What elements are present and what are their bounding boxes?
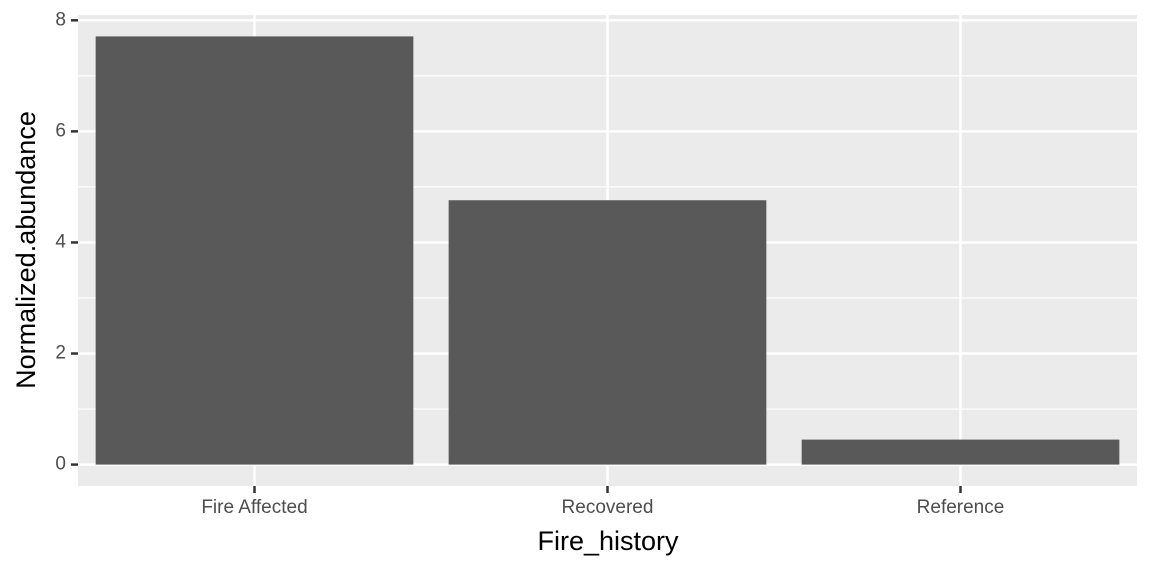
y-tick-label: 8 xyxy=(55,9,66,30)
bar xyxy=(448,200,767,465)
x-tick-label: Fire Affected xyxy=(201,497,307,518)
x-axis-title: Fire_history xyxy=(537,526,679,556)
y-tick-label: 6 xyxy=(55,120,66,141)
y-tick-label: 4 xyxy=(55,231,66,252)
bar xyxy=(801,439,1120,465)
x-tick-label: Recovered xyxy=(562,497,654,518)
x-tick-label: Reference xyxy=(917,497,1005,518)
y-axis-title: Normalized.abundance xyxy=(11,111,41,389)
y-tick-label: 2 xyxy=(55,343,66,364)
y-tick-label: 0 xyxy=(55,454,66,475)
bar xyxy=(95,36,414,465)
